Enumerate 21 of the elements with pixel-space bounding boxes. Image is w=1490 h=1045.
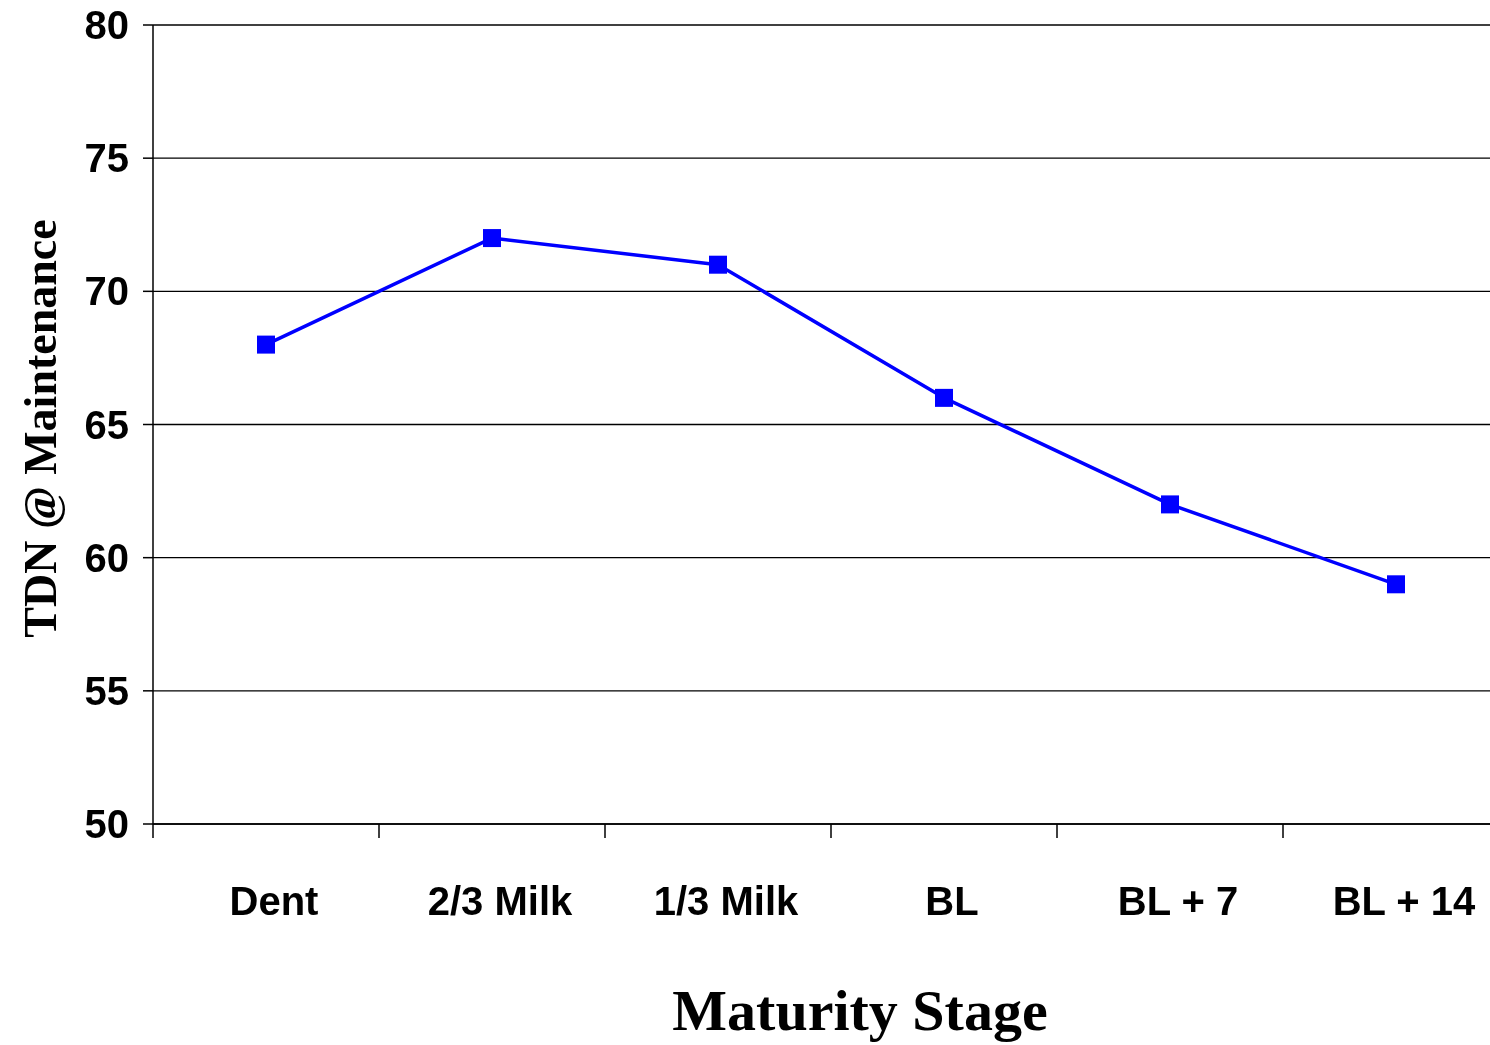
point — [257, 335, 275, 354]
point — [1387, 575, 1405, 594]
point — [709, 255, 727, 274]
y-tick-label: 80 — [84, 3, 129, 47]
y-tick-label: 65 — [84, 402, 129, 447]
x-tick-label: 2/3 Milk — [427, 879, 574, 923]
y-tick-label: 50 — [84, 802, 129, 846]
y-tick-label: 60 — [84, 535, 129, 580]
point — [1161, 495, 1179, 514]
x-tick-label: BL — [925, 879, 979, 923]
x-tick-label: BL + 14 — [1332, 879, 1477, 923]
x-tick-label: Dent — [229, 879, 319, 923]
y-tick-label: 75 — [84, 136, 129, 181]
point — [483, 229, 501, 248]
x-axis-title: Maturity Stage — [672, 978, 1048, 1043]
point — [935, 388, 953, 407]
x-tick-label: BL + 7 — [1117, 879, 1239, 923]
x-tick-label: 1/3 Milk — [653, 879, 800, 923]
y-axis-title: TDN @ Maintenance — [15, 219, 66, 638]
y-tick-label: 70 — [84, 269, 129, 314]
y-tick-label: 55 — [84, 668, 129, 713]
